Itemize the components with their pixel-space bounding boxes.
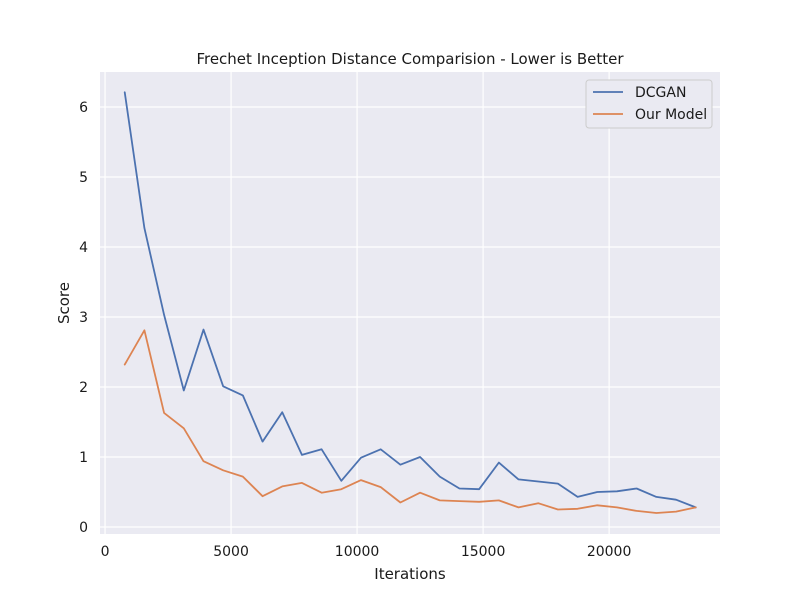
- legend-label-our-model: Our Model: [635, 107, 707, 123]
- y-tick-label: 0: [79, 520, 88, 536]
- series-line-our-model: [123, 329, 697, 514]
- gridlines: [100, 72, 720, 534]
- y-tick-label: 5: [79, 170, 88, 186]
- y-tick-label: 4: [79, 240, 88, 256]
- y-tick-label: 6: [79, 100, 88, 116]
- x-tick-label: 15000: [461, 544, 506, 560]
- series-line-dcgan: [123, 91, 697, 509]
- x-tick-label: 0: [101, 544, 110, 560]
- series-lines: [123, 91, 697, 514]
- plot-area: [100, 72, 720, 534]
- chart-title: Frechet Inception Distance Comparision -…: [196, 50, 624, 68]
- x-tick-label: 20000: [587, 544, 632, 560]
- x-tick-labels: 0 5000 10000 15000 20000: [101, 544, 632, 560]
- legend: DCGAN Our Model: [585, 79, 713, 129]
- x-axis-label: Iterations: [374, 565, 446, 583]
- x-tick-label: 10000: [335, 544, 380, 560]
- x-tick-label: 5000: [213, 544, 249, 560]
- y-axis-label: Score: [55, 282, 73, 324]
- y-tick-labels: 0 1 2 3 4 5 6: [79, 100, 88, 536]
- y-tick-label: 3: [79, 310, 88, 326]
- y-tick-label: 1: [79, 450, 88, 466]
- legend-label-dcgan: DCGAN: [635, 85, 686, 101]
- y-tick-label: 2: [79, 380, 88, 396]
